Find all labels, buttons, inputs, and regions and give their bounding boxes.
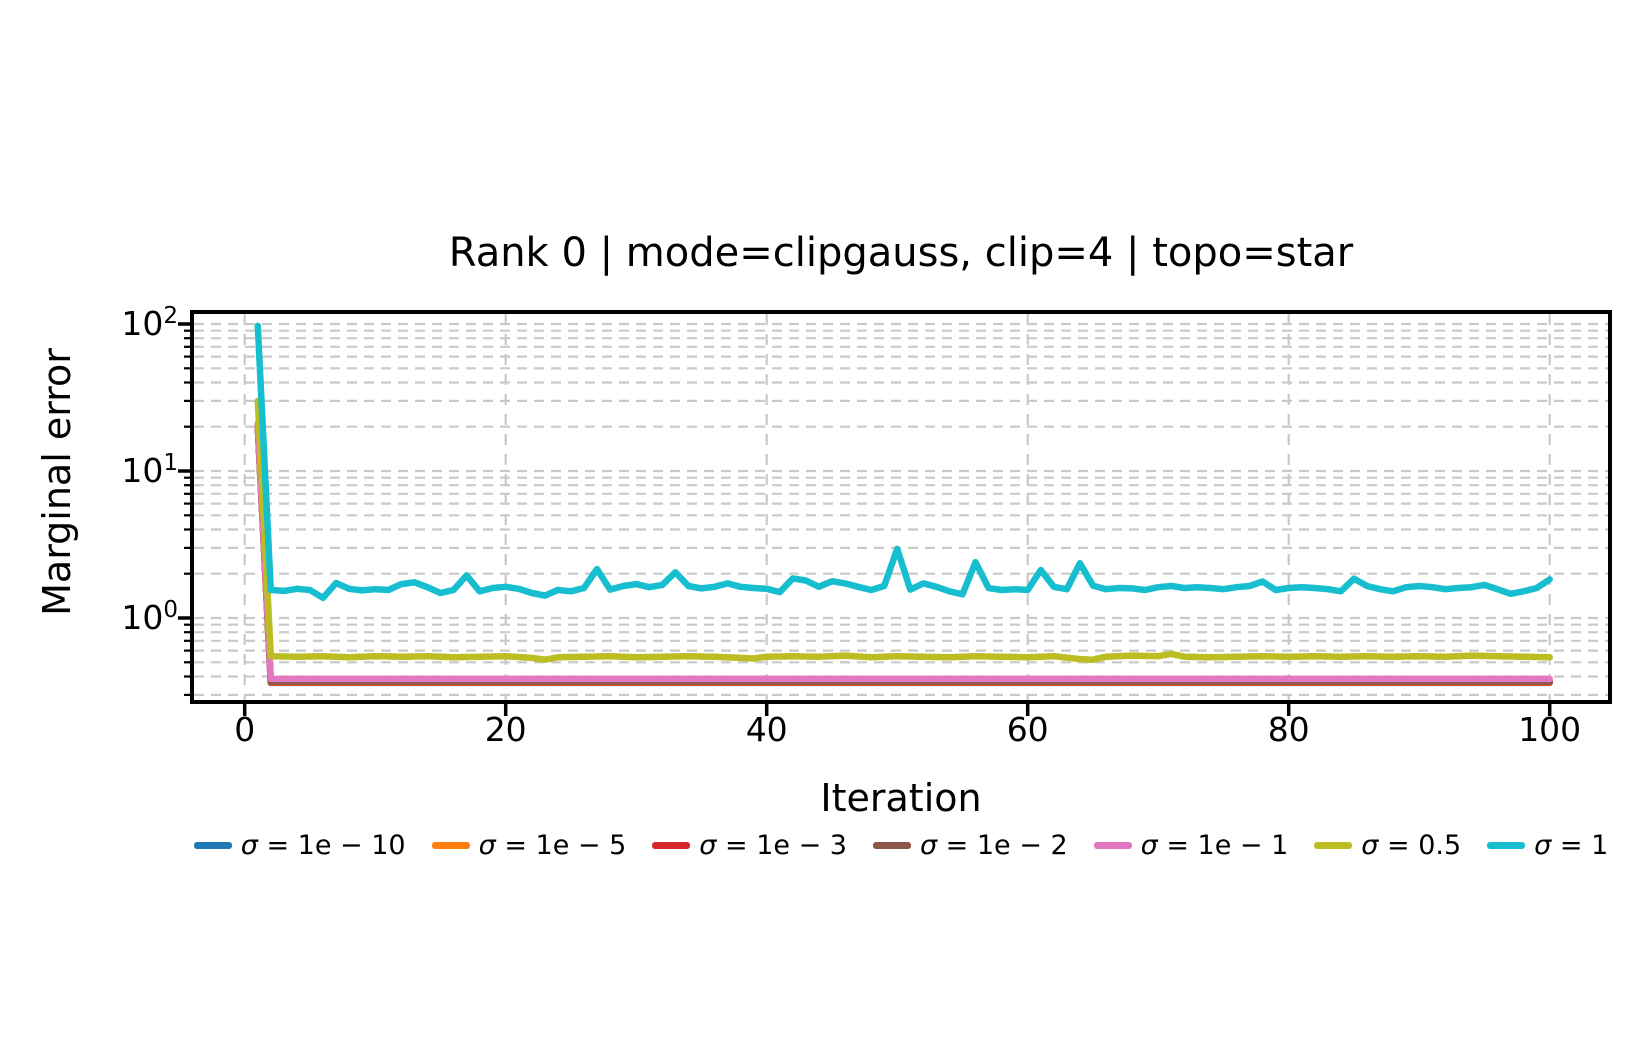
legend-item-sigma-1e-10: σ = 1e − 10 (193, 830, 406, 861)
gridlines (194, 314, 1608, 700)
x-tick-label: 0 (234, 710, 256, 749)
legend-item-sigma-1e-1: σ = 1e − 1 (1093, 830, 1289, 861)
legend-label: σ = 1e − 3 (699, 830, 847, 861)
series-line-sigma-0.5 (254, 397, 1553, 663)
legend-item-sigma-1e-2: σ = 1e − 2 (872, 830, 1068, 861)
plot-frame (190, 310, 1612, 704)
legend-label: σ = 1e − 2 (919, 830, 1068, 861)
chart-title: Rank 0 | mode=clipgauss, clip=4 | topo=s… (448, 230, 1354, 276)
series-line-sigma-1e-2 (254, 423, 1553, 686)
series-lines (254, 322, 1553, 687)
legend-item-sigma-1e-5: σ = 1e − 5 (431, 830, 627, 861)
legend-item-sigma-1: σ = 1 (1487, 830, 1608, 861)
legend-item-sigma-0.5: σ = 0.5 (1314, 830, 1461, 861)
series-line-sigma-1 (254, 322, 1553, 602)
series-line-sigma-1e-10 (254, 423, 1553, 687)
legend-swatch (193, 842, 232, 849)
y-tick-label: 100 (121, 597, 178, 637)
legend: σ = 1e − 10 σ = 1e − 5 σ = 1e − 3 σ = 1e − … (192, 830, 1610, 861)
x-tick-label: 20 (484, 710, 527, 749)
x-tick-label: 100 (1518, 710, 1582, 749)
series-line-sigma-1e-5 (254, 423, 1553, 686)
x-tick-label: 40 (745, 710, 788, 749)
legend-swatch (1487, 842, 1526, 849)
x-tick-label: 80 (1267, 710, 1310, 749)
legend-swatch (1314, 842, 1353, 849)
legend-swatch (872, 842, 911, 849)
legend-label: σ = 1e − 10 (240, 830, 406, 861)
y-tick-label: 102 (121, 303, 178, 343)
legend-swatch (652, 842, 691, 849)
x-tick-label: 60 (1006, 710, 1049, 749)
legend-label: σ = 1 (1534, 830, 1609, 861)
legend-label: σ = 0.5 (1361, 830, 1462, 861)
legend-label: σ = 1e − 1 (1140, 830, 1289, 861)
y-tick-label: 101 (121, 450, 178, 490)
series-line-sigma-1e-3 (254, 423, 1553, 686)
x-axis-label: Iteration (820, 776, 982, 820)
legend-label: σ = 1e − 5 (478, 830, 627, 861)
axis-ticks (178, 322, 1552, 716)
legend-swatch (1093, 842, 1132, 849)
legend-item-sigma-1e-3: σ = 1e − 3 (652, 830, 847, 861)
legend-swatch (431, 842, 470, 849)
